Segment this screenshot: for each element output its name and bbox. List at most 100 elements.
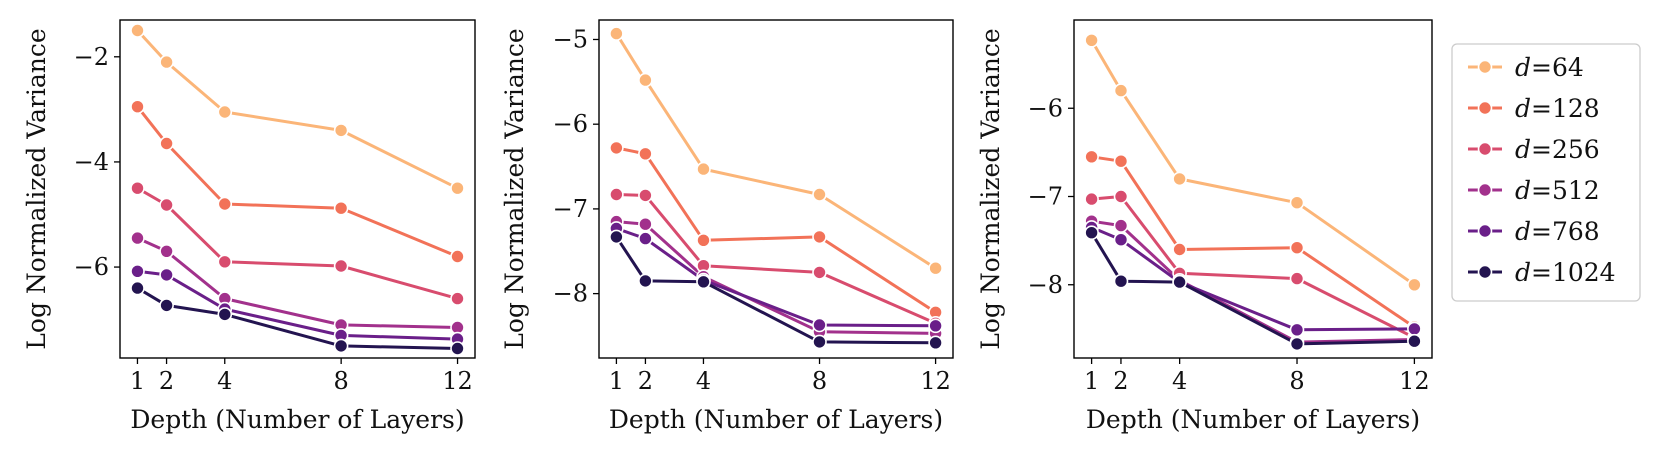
data-point [638,273,653,289]
data-point [1113,153,1129,169]
data-point [130,23,145,38]
series-line-d=1024 [136,286,459,350]
data-point [1084,32,1099,48]
data-point [638,231,653,246]
data-point [638,216,653,232]
x-tick-label: 8 [812,367,827,395]
data-point [638,72,653,88]
data-point [1084,191,1099,207]
series-line-d=128 [136,105,459,258]
x-tick-label: 12 [442,367,473,395]
y-tick-label: −4 [74,148,109,176]
legend-marker [1477,264,1493,280]
series-line-d=512 [136,236,459,329]
data-point [159,244,174,259]
data-point [1113,273,1129,289]
chart-panel-1: 1 2 4 8 12 −2 −4 −6 Depth (Number of Layers) Log … [22,19,476,434]
data-point [1289,240,1305,255]
series-line-d=768 [136,269,459,341]
data-point [609,187,624,202]
data-point [1084,149,1099,165]
series-line-d=128 [614,146,938,314]
y-tick-label: −2 [74,43,109,71]
data-point [928,318,943,334]
data-point [130,99,145,114]
y-axis-label: Log Normalized Variance [500,28,529,349]
data-point [696,274,711,290]
legend-label: d=1024 [1515,258,1616,287]
y-tick-label: −7 [1028,183,1063,211]
legend-entry: d=768 [1468,217,1600,246]
y-axis-label: Log Normalized Variance [22,28,51,349]
data-point [333,123,349,138]
data-point [130,263,145,279]
y-tick-label: −6 [74,253,109,281]
axes-frame [119,19,476,359]
axes-frame [1073,19,1433,359]
legend-label: d=512 [1515,176,1600,205]
x-axis-label: Depth (Number of Layers) [130,405,464,434]
series-line-d=256 [614,193,938,325]
legend-entry: d=128 [1468,94,1600,123]
data-point [1172,274,1187,290]
data-point [609,229,624,245]
legend-entries: d=64 d=128 d=256 d=512 d=768 d=1024 [1468,53,1616,287]
data-point [450,341,465,356]
data-point [609,140,624,156]
x-tick-label: 1 [609,367,624,395]
x-axis-label: Depth (Number of Layers) [609,405,943,434]
data-point [1113,189,1129,204]
series-line-d=256 [136,186,459,301]
x-axis-label: Depth (Number of Layers) [1086,405,1420,434]
data-point [333,258,349,274]
legend: d=64 d=128 d=256 d=512 d=768 d=1024 [1451,43,1641,302]
data-point [217,254,233,270]
data-point [812,265,827,280]
x-tick-label: 4 [696,367,711,395]
legend-label: d=64 [1515,53,1584,82]
data-point [217,104,233,120]
data-point [1289,195,1305,210]
chart-panel-2: 1 2 4 8 12 −5 −6 −7 −8 Depth (Number of Layers) Lo… [500,19,954,434]
data-point [1407,321,1422,337]
y-tick-label: −8 [1028,271,1063,299]
axes-frame [598,19,954,359]
legend-entry: d=256 [1468,135,1600,164]
legend-label: d=256 [1515,135,1600,164]
data-point [159,267,174,283]
legend-entry: d=64 [1468,53,1584,82]
data-point [638,188,653,203]
data-point [1113,83,1129,98]
data-point [1407,277,1422,293]
x-tick-label: 2 [1113,367,1128,395]
x-tick-label: 2 [638,367,653,395]
series-line-d=256 [1090,195,1416,340]
data-point [1289,271,1305,286]
legend-marker [1477,141,1493,157]
data-point [638,146,653,162]
x-tick-label: 8 [334,367,349,395]
legend-entry: d=512 [1468,176,1600,205]
data-point [217,307,233,322]
data-point [159,54,174,70]
data-point [217,196,233,212]
y-axis-label: Log Normalized Variance [976,28,1005,349]
data-point [812,187,827,202]
x-tick-label: 4 [1172,367,1187,395]
data-point [1289,322,1305,338]
data-point [1113,218,1129,233]
y-tick-label: −7 [553,195,588,223]
data-point [1407,333,1422,349]
data-point [696,233,711,248]
data-point [130,280,145,296]
x-tick-label: 4 [217,367,232,395]
data-point [609,26,624,41]
data-point [928,335,943,351]
x-tick-label: 8 [1289,367,1304,395]
data-point [450,249,465,264]
y-tick-label: −6 [553,110,588,138]
legend-marker [1477,59,1493,75]
data-point [928,260,943,276]
